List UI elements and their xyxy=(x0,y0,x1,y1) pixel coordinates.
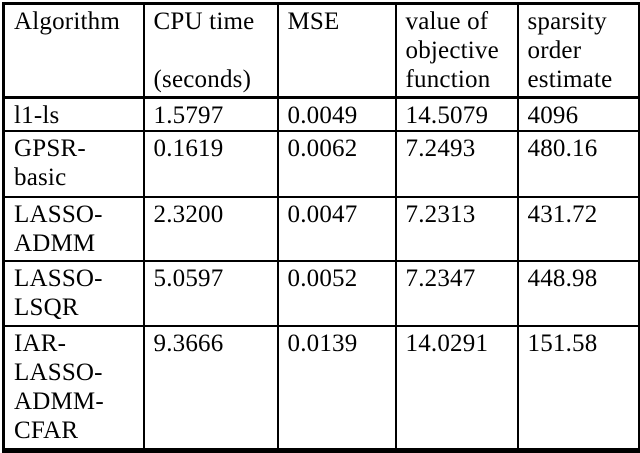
cell-algorithm: IAR- LASSO- ADMM- CFAR xyxy=(2,325,145,452)
cell-sparsity-order: 480.16 xyxy=(516,130,640,198)
cell-mse: 0.0049 xyxy=(276,96,397,132)
table-row: GPSR- basic 0.1619 0.0062 7.2493 480.16 xyxy=(2,130,640,198)
cell-algorithm: GPSR- basic xyxy=(2,130,145,198)
cell-objective-value: 14.5079 xyxy=(394,96,519,132)
table-header-row: Algorithm CPU time (seconds) MSE value o… xyxy=(2,2,640,99)
cell-cpu-time: 2.3200 xyxy=(142,196,279,262)
cell-algorithm: l1-ls xyxy=(2,96,145,132)
table-row: l1-ls 1.5797 0.0049 14.5079 4096 xyxy=(2,96,640,132)
cell-cpu-time: 0.1619 xyxy=(142,130,279,198)
cell-cpu-time: 5.0597 xyxy=(142,260,279,327)
cell-objective-value: 7.2493 xyxy=(394,130,519,198)
column-header-mse: MSE xyxy=(276,2,397,99)
table-row: IAR- LASSO- ADMM- CFAR 9.3666 0.0139 14.… xyxy=(2,325,640,452)
column-header-objective-value: value of objective function xyxy=(394,2,519,99)
cell-sparsity-order: 448.98 xyxy=(516,260,640,327)
cell-sparsity-order: 151.58 xyxy=(516,325,640,452)
table-row: LASSO- LSQR 5.0597 0.0052 7.2347 448.98 xyxy=(2,260,640,327)
cell-mse: 0.0047 xyxy=(276,196,397,262)
table-row: LASSO- ADMM 2.3200 0.0047 7.2313 431.72 xyxy=(2,196,640,262)
cell-cpu-time: 1.5797 xyxy=(142,96,279,132)
cell-sparsity-order: 4096 xyxy=(516,96,640,132)
cell-objective-value: 14.0291 xyxy=(394,325,519,452)
cell-algorithm: LASSO- LSQR xyxy=(2,260,145,327)
cell-cpu-time: 9.3666 xyxy=(142,325,279,452)
column-header-algorithm: Algorithm xyxy=(2,2,145,99)
column-header-sparsity-order: sparsity order estimate xyxy=(516,2,640,99)
cell-mse: 0.0052 xyxy=(276,260,397,327)
cell-objective-value: 7.2347 xyxy=(394,260,519,327)
cell-sparsity-order: 431.72 xyxy=(516,196,640,262)
cell-objective-value: 7.2313 xyxy=(394,196,519,262)
column-header-cpu-time: CPU time (seconds) xyxy=(142,2,279,99)
cell-mse: 0.0139 xyxy=(276,325,397,452)
cell-mse: 0.0062 xyxy=(276,130,397,198)
cell-algorithm: LASSO- ADMM xyxy=(2,196,145,262)
